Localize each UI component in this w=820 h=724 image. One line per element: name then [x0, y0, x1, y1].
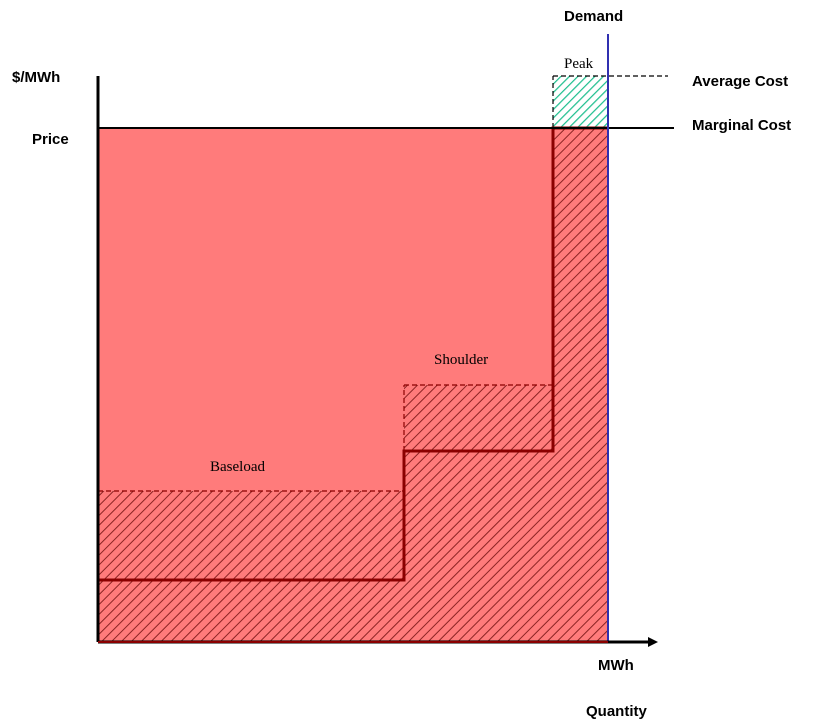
- marginal-cost-label: Marginal Cost: [692, 117, 791, 134]
- peak-cost-area: [553, 128, 608, 642]
- y-axis-label: $/MWh: [12, 69, 60, 86]
- shoulder-label: Shoulder: [434, 352, 488, 368]
- baseload-cost-area: [98, 491, 404, 642]
- peak-label: Peak: [564, 56, 594, 72]
- shoulder-cost-area: [404, 385, 553, 642]
- x-axis-label: MWh: [598, 657, 634, 674]
- peak-excess-area: [553, 76, 608, 128]
- average-cost-label: Average Cost: [692, 73, 788, 90]
- demand-label: Demand: [564, 8, 623, 25]
- x-axis-arrowhead: [648, 637, 658, 647]
- quantity-label: Quantity: [586, 703, 647, 720]
- price-label: Price: [32, 131, 69, 148]
- baseload-label: Baseload: [210, 459, 265, 475]
